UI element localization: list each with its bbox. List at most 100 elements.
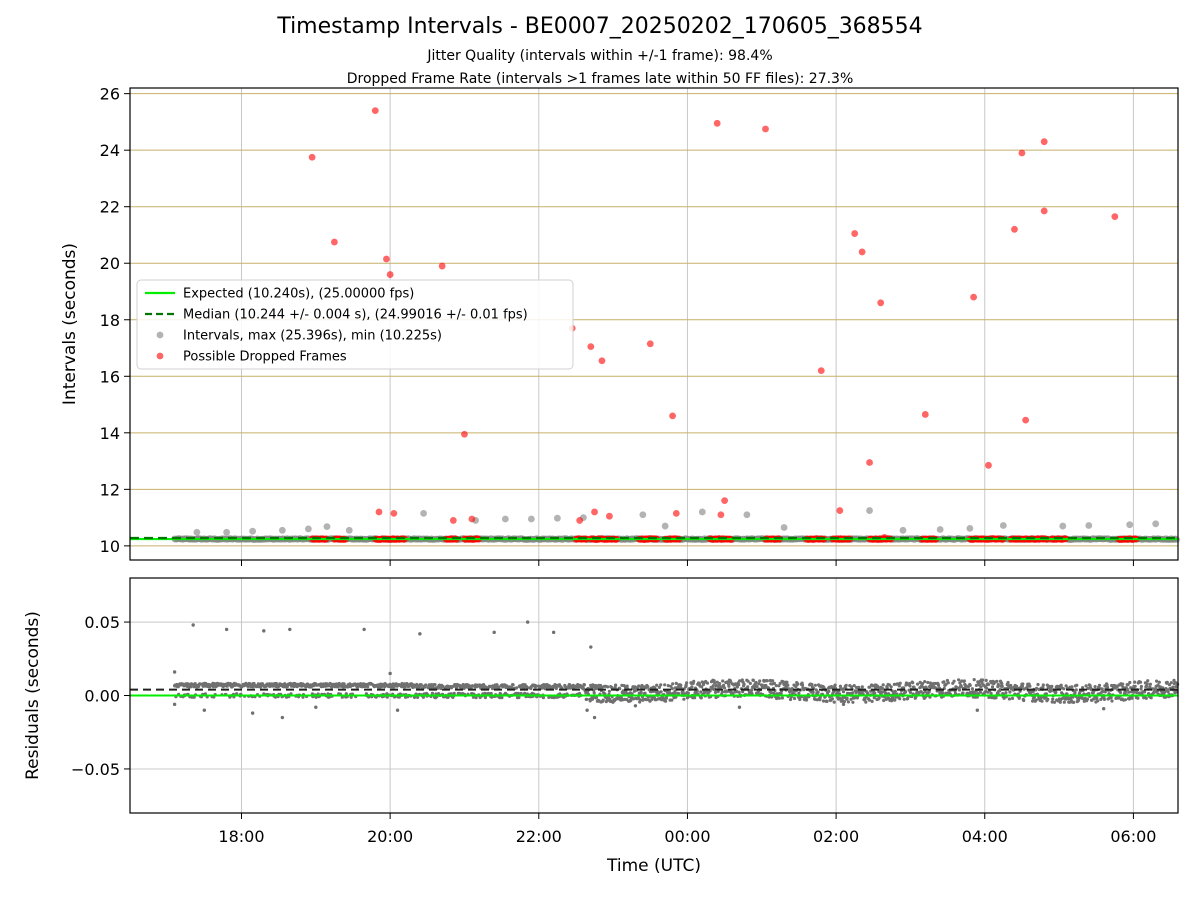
residual-point xyxy=(1138,680,1143,684)
residual-point xyxy=(452,691,456,696)
residual-point xyxy=(1130,696,1134,700)
residual-point xyxy=(832,690,836,694)
residual-point xyxy=(1174,685,1178,689)
residual-point xyxy=(588,699,592,703)
residual-point xyxy=(989,691,993,696)
interval-point-21 xyxy=(966,524,974,532)
residual-point xyxy=(1072,700,1076,705)
dropped-frame-point-19 xyxy=(921,411,929,418)
residual-point xyxy=(186,682,190,686)
residual-point xyxy=(1139,684,1143,689)
residual-point xyxy=(777,696,781,700)
residual-point xyxy=(1110,683,1114,688)
residual-point xyxy=(1110,699,1114,703)
residual-point xyxy=(430,691,434,696)
residual-outlier-6 xyxy=(362,627,366,632)
residual-point xyxy=(742,682,746,686)
interval-point-22 xyxy=(999,522,1007,529)
residual-point xyxy=(797,691,801,695)
residual-point xyxy=(788,697,793,702)
residual-point xyxy=(811,690,815,695)
residual-point xyxy=(864,700,868,704)
residual-point xyxy=(898,681,902,685)
bottom-y-axis-label: Residuals (seconds) xyxy=(23,611,43,780)
residual-point xyxy=(911,681,915,685)
residual-point xyxy=(727,684,731,688)
residual-point xyxy=(737,690,741,694)
residual-point xyxy=(952,679,956,683)
residual-point xyxy=(923,680,927,684)
residual-point xyxy=(412,695,417,700)
residual-point xyxy=(1165,680,1169,684)
dropped-frame-point-37 xyxy=(721,497,729,505)
interval-point-18 xyxy=(866,507,873,514)
residual-point xyxy=(881,687,885,691)
residual-point xyxy=(403,685,407,689)
dropped-frame-point-38 xyxy=(836,507,844,514)
residual-outlier-23 xyxy=(975,708,980,712)
residual-point xyxy=(419,683,423,687)
dropped-frame-point-31 xyxy=(468,515,476,523)
residual-point xyxy=(796,682,800,686)
residual-point xyxy=(674,681,678,686)
residual-point xyxy=(1021,682,1025,686)
residual-point xyxy=(1008,690,1012,694)
interval-point-3 xyxy=(278,526,286,534)
residual-point xyxy=(756,690,761,694)
residual-point xyxy=(920,682,925,686)
residual-point xyxy=(1126,683,1130,687)
dropped-frame-point-16 xyxy=(858,248,866,256)
residual-point xyxy=(534,684,538,688)
residual-point xyxy=(1010,696,1015,701)
residual-point xyxy=(771,679,775,683)
residual-point xyxy=(1075,683,1079,687)
residual-point xyxy=(606,685,610,689)
residual-point xyxy=(1099,697,1103,702)
residual-point xyxy=(754,680,758,685)
residual-point xyxy=(495,683,499,687)
residual-point xyxy=(881,683,885,687)
residual-point xyxy=(827,689,831,693)
dropped-frame-point-2 xyxy=(371,107,379,115)
residual-point xyxy=(1034,698,1038,702)
dropped-frame-point-10 xyxy=(646,340,654,348)
residual-point xyxy=(1062,700,1066,704)
dropped-frame-point-12 xyxy=(713,119,721,127)
residual-outlier-12 xyxy=(250,711,255,715)
residual-point xyxy=(715,680,719,684)
residual-outlier-17 xyxy=(395,708,400,712)
residual-point xyxy=(979,685,983,689)
residual-point xyxy=(748,681,752,686)
interval-point-24 xyxy=(1085,522,1093,529)
dropped-frame-point-30 xyxy=(449,517,457,524)
intervals-panel-frame xyxy=(129,87,1179,561)
residual-point xyxy=(541,696,546,700)
residual-point xyxy=(1007,697,1012,701)
residual-point xyxy=(483,695,487,700)
interval-point-11 xyxy=(553,514,561,522)
residual-point xyxy=(800,683,805,687)
dropped-frame-point-35 xyxy=(672,509,680,517)
chart-subtitle-dropped: Dropped Frame Rate (intervals >1 frames … xyxy=(346,71,854,87)
residual-outlier-9 xyxy=(525,620,530,624)
bottom-xtick-label-3: 00:00 xyxy=(664,827,710,846)
residual-point xyxy=(1102,697,1106,702)
bottom-xtick-label-6: 06:00 xyxy=(1110,827,1156,846)
residual-point xyxy=(1100,687,1104,691)
residual-point xyxy=(1051,697,1055,701)
interval-point-23 xyxy=(1059,522,1067,530)
residual-point xyxy=(643,691,647,695)
residual-point xyxy=(1028,684,1032,688)
residual-outlier-1 xyxy=(172,702,177,707)
residual-point xyxy=(765,679,769,683)
residual-point xyxy=(755,684,759,689)
interval-point-20 xyxy=(936,526,944,533)
dropped-frame-point-15 xyxy=(851,230,859,237)
residual-point xyxy=(996,682,1000,687)
residual-point xyxy=(898,697,902,701)
residual-point xyxy=(592,691,596,695)
residual-point xyxy=(1031,699,1035,703)
residual-point xyxy=(670,698,674,702)
residual-point xyxy=(1169,681,1173,685)
residual-point xyxy=(818,695,822,700)
